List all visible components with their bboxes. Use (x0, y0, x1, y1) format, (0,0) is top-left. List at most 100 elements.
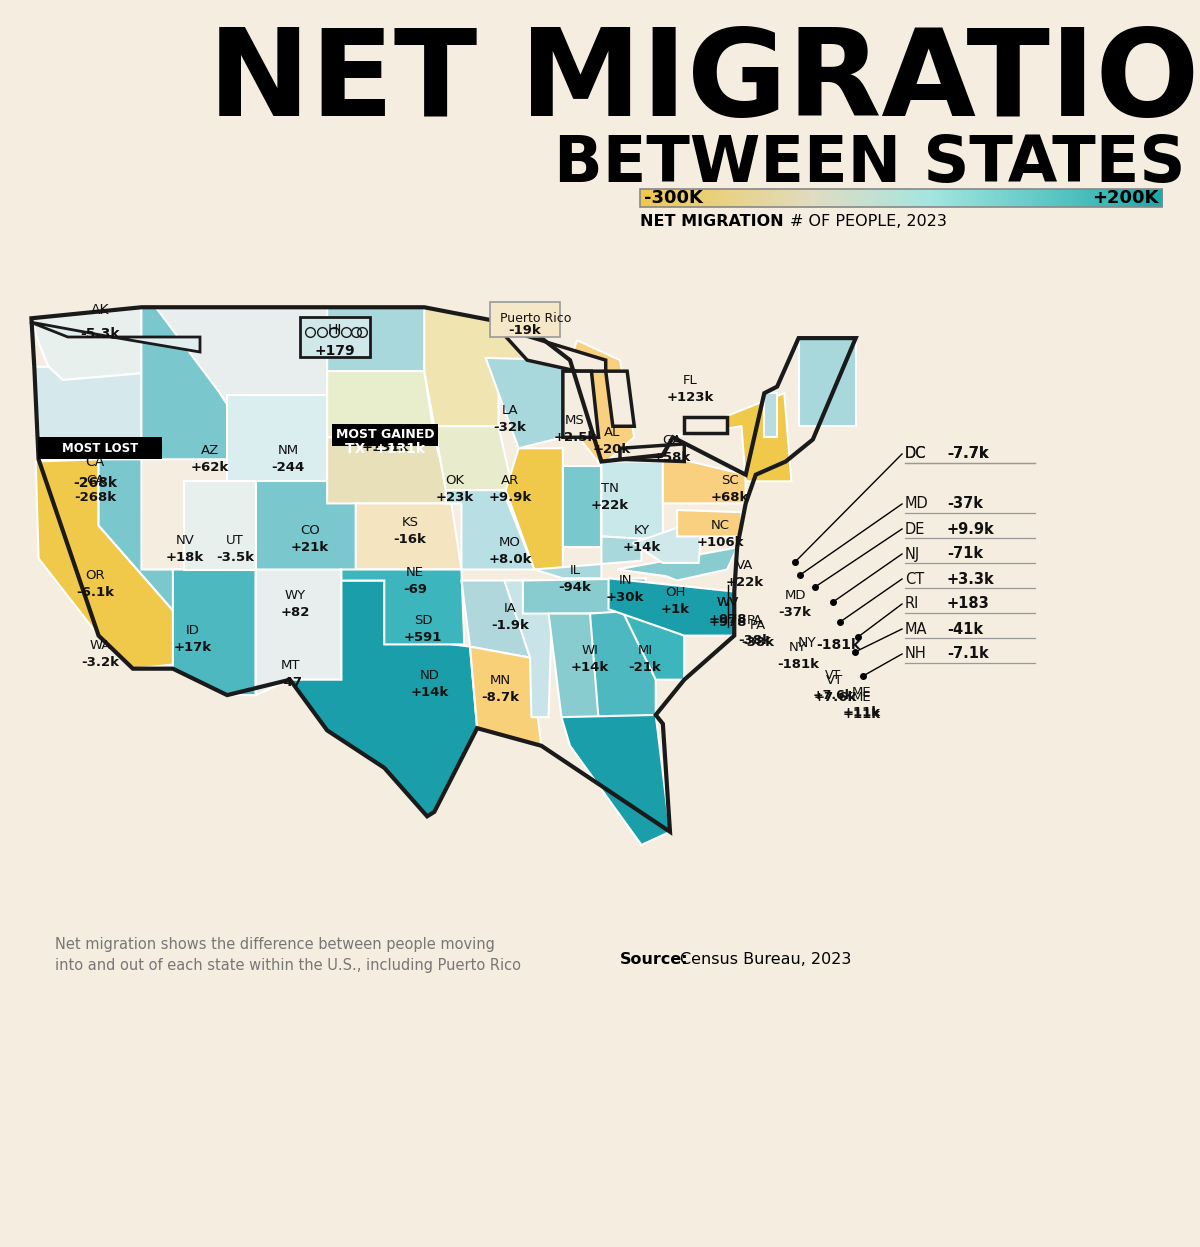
Bar (766, 190, 769, 207)
Bar (966, 190, 970, 207)
Text: CO: CO (300, 524, 320, 537)
Polygon shape (632, 519, 703, 562)
Bar (773, 190, 776, 207)
Bar (852, 190, 856, 207)
Text: MI: MI (637, 643, 653, 657)
Bar (682, 190, 685, 207)
Polygon shape (355, 504, 462, 570)
Bar (974, 190, 978, 207)
Bar (648, 190, 652, 207)
Text: -7.1k: -7.1k (947, 646, 989, 661)
Bar (1084, 190, 1087, 207)
Bar (956, 190, 960, 207)
Text: ME: ME (852, 691, 872, 705)
Text: GA: GA (662, 434, 682, 446)
Bar (490, 302, 560, 337)
Bar (1008, 190, 1012, 207)
Polygon shape (684, 418, 727, 433)
Text: -268k: -268k (73, 476, 118, 490)
Text: +131k: +131k (361, 441, 409, 454)
Bar (664, 190, 667, 207)
Text: -181k: -181k (816, 638, 860, 652)
Bar (972, 190, 976, 207)
Text: +30k: +30k (606, 591, 644, 604)
Polygon shape (185, 481, 256, 570)
Bar (1076, 190, 1080, 207)
Text: MN: MN (490, 673, 510, 687)
Text: +123k: +123k (666, 392, 714, 404)
Text: Puerto Rico: Puerto Rico (500, 312, 571, 325)
Text: DC: DC (905, 446, 926, 461)
Bar (872, 190, 876, 207)
Bar (721, 190, 725, 207)
Bar (1141, 190, 1145, 207)
Polygon shape (98, 459, 185, 614)
Bar (823, 190, 827, 207)
Bar (1026, 190, 1030, 207)
Bar (1148, 190, 1152, 207)
Bar (846, 190, 850, 207)
Bar (919, 190, 923, 207)
Text: -38k: -38k (738, 633, 772, 647)
Text: -16k: -16k (394, 532, 426, 546)
Bar (1126, 190, 1129, 207)
Bar (646, 190, 649, 207)
Text: -3.5k: -3.5k (216, 551, 254, 564)
Text: +14k: +14k (623, 541, 661, 554)
Bar (808, 190, 811, 207)
Bar (1088, 190, 1092, 207)
Bar (883, 190, 887, 207)
Bar (1108, 190, 1111, 207)
Text: +2.5k: +2.5k (553, 431, 596, 444)
Text: MOST GAINED: MOST GAINED (336, 429, 434, 441)
Polygon shape (562, 715, 670, 845)
Text: +23k: +23k (436, 491, 474, 504)
Text: AR: AR (500, 474, 520, 488)
Text: +978: +978 (709, 616, 748, 628)
Bar (912, 190, 916, 207)
Polygon shape (617, 547, 737, 581)
Bar (935, 190, 938, 207)
Bar (1121, 190, 1124, 207)
Bar (1081, 190, 1085, 207)
Text: Net migration shows the difference between people moving
into and out of each st: Net migration shows the difference betwe… (55, 936, 521, 973)
Bar (708, 190, 712, 207)
Text: +591: +591 (404, 631, 442, 643)
Polygon shape (563, 372, 599, 438)
Bar (984, 190, 988, 207)
Bar (964, 190, 967, 207)
Text: SD: SD (414, 614, 432, 627)
Bar (695, 190, 698, 207)
Bar (932, 190, 936, 207)
Bar (1136, 190, 1140, 207)
Polygon shape (425, 307, 527, 426)
Bar (781, 190, 785, 207)
Text: -69: -69 (403, 584, 427, 596)
Bar (857, 190, 860, 207)
Bar (917, 190, 920, 207)
Text: LA: LA (502, 404, 518, 416)
Text: +3.3k: +3.3k (947, 571, 995, 586)
Text: MD: MD (785, 589, 805, 602)
Bar (880, 190, 883, 207)
Bar (755, 190, 758, 207)
Bar (659, 190, 662, 207)
Bar (1112, 190, 1116, 207)
Bar (799, 190, 803, 207)
Bar (830, 190, 834, 207)
Text: MS: MS (565, 414, 584, 426)
Text: TN: TN (601, 483, 619, 495)
Bar (833, 190, 836, 207)
Bar (1000, 190, 1003, 207)
Polygon shape (662, 455, 745, 504)
Bar (959, 190, 962, 207)
Bar (1006, 190, 1009, 207)
Bar (1052, 190, 1056, 207)
Polygon shape (290, 581, 478, 817)
Text: IA: IA (504, 602, 516, 615)
Text: -21k: -21k (629, 661, 661, 673)
Bar (779, 190, 782, 207)
Bar (995, 190, 998, 207)
Text: -7.7k: -7.7k (947, 446, 989, 461)
Text: WA: WA (89, 638, 110, 652)
